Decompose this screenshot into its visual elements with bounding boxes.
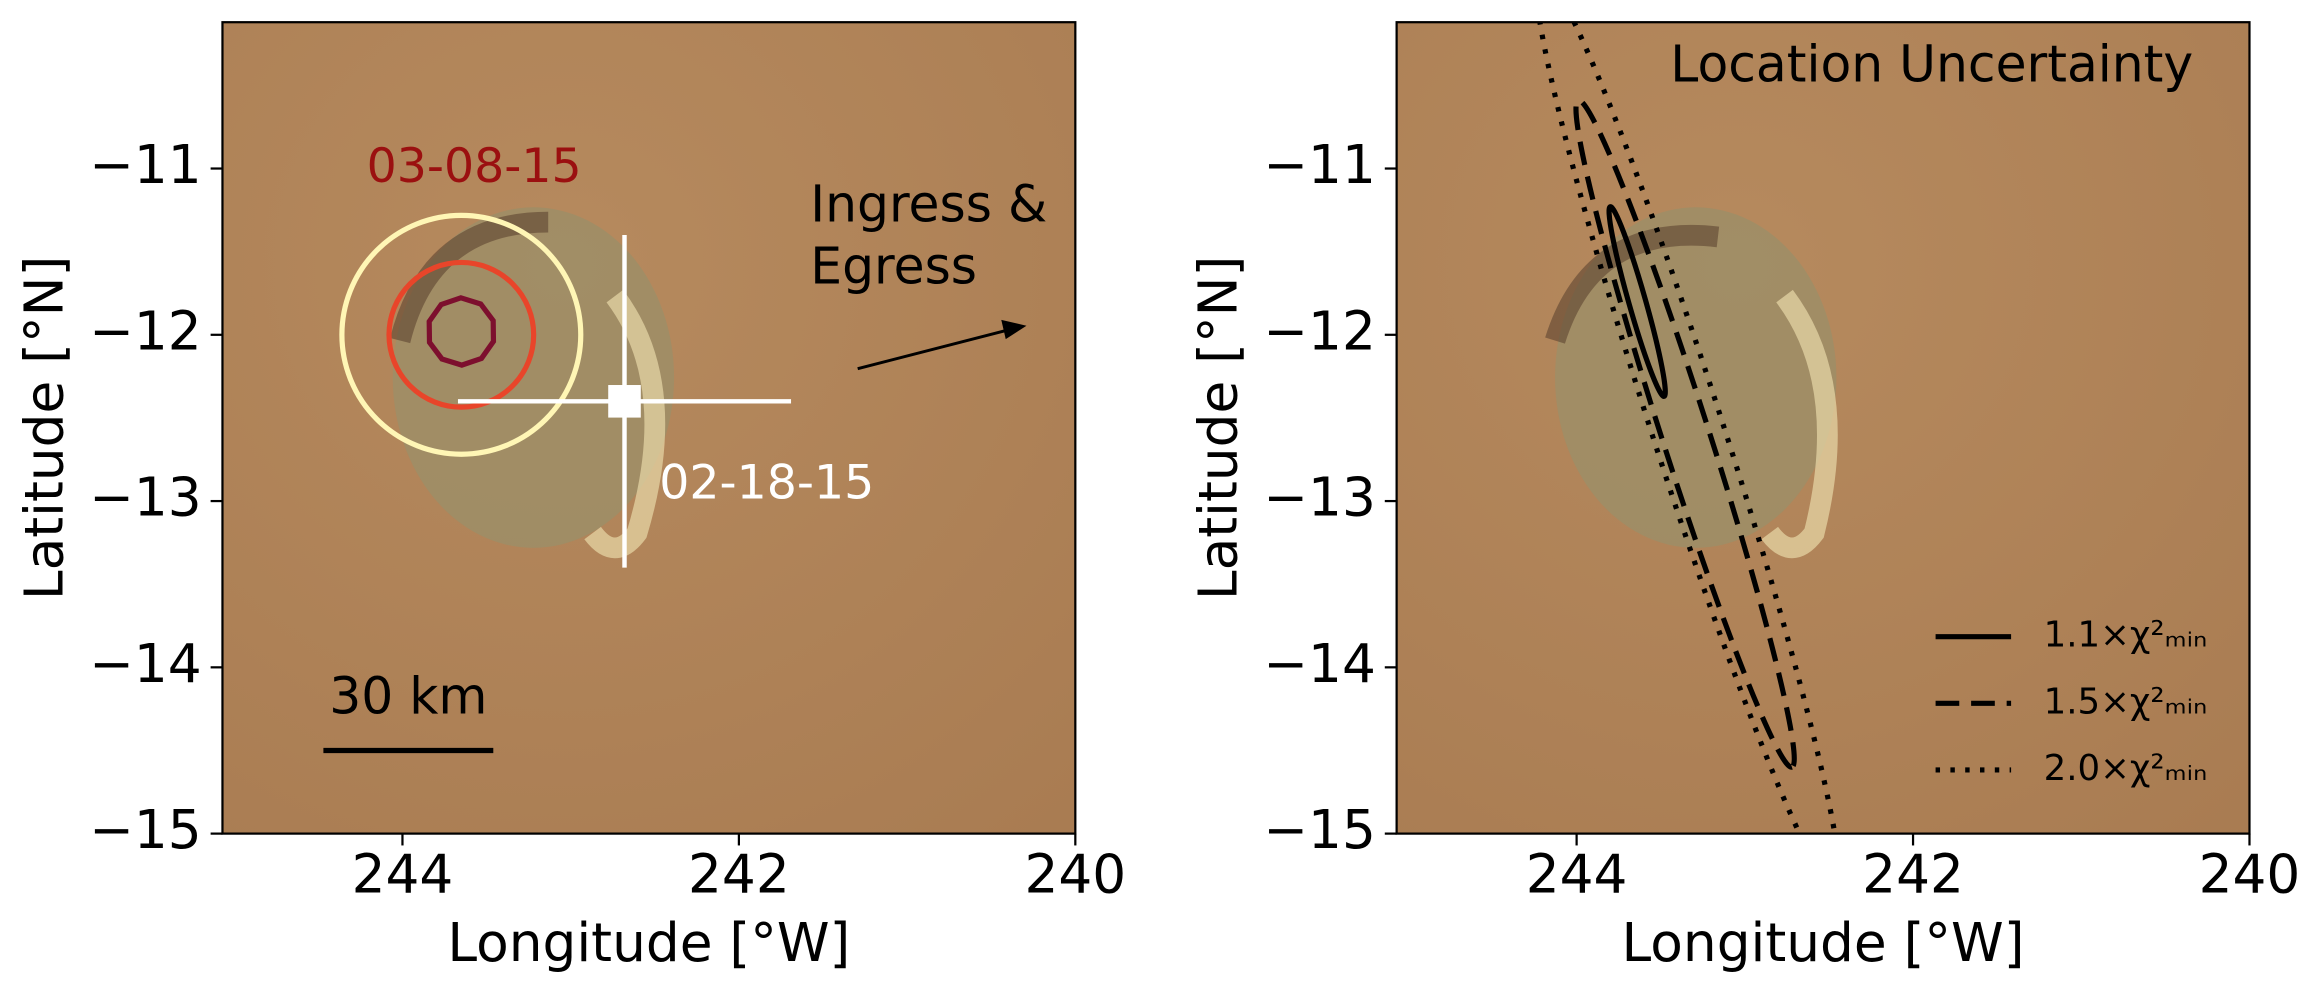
y-axis-label: Latitude [°N] <box>1188 256 1250 600</box>
point-label: 02-18-15 <box>659 456 874 511</box>
annotation-line: Ingress & <box>810 174 1047 233</box>
axes-frame <box>1395 21 2251 835</box>
scale-label: 30 km <box>329 667 487 726</box>
x-tick-label: 244 <box>352 844 454 906</box>
chart-title: Location Uncertainty <box>1670 35 2193 94</box>
legend-label: 1.1×χ²ₘᵢₙ <box>2044 615 2208 656</box>
y-tick-label: −15 <box>1263 799 1375 861</box>
x-tick-label: 244 <box>1526 844 1628 906</box>
y-tick-label: −13 <box>1263 467 1375 529</box>
y-tick-label: −14 <box>89 633 201 695</box>
contour-label: 03-08-15 <box>367 139 582 194</box>
y-tick-label: −12 <box>89 300 201 362</box>
y-tick-label: −11 <box>89 134 201 196</box>
y-tick-label: −12 <box>1263 300 1375 362</box>
background-image <box>222 22 1076 834</box>
contour <box>426 295 497 368</box>
legend-label: 1.5×χ²ₘᵢₙ <box>2044 681 2208 722</box>
legend-label: 2.0×χ²ₘᵢₙ <box>2044 748 2208 789</box>
x-tick-label: 242 <box>1862 844 1964 906</box>
y-tick-label: −15 <box>89 799 201 861</box>
y-axis-label: Latitude [°N] <box>13 256 75 600</box>
annotation: Ingress & Egress <box>810 174 1047 295</box>
annotation-line: Egress <box>810 236 977 295</box>
axes-frame <box>221 21 1077 835</box>
point <box>608 385 641 418</box>
x-axis-label: Longitude [°W] <box>1622 912 2025 974</box>
arrow <box>857 319 1027 371</box>
plot-area: 03-08-15 02-18-15 Ingress & Egress 30 km <box>323 139 1047 754</box>
y-tick-label: −14 <box>1263 633 1375 695</box>
uncertainty-contour <box>1573 97 1797 770</box>
uncertainty-contour <box>1606 204 1668 399</box>
x-tick-label: 242 <box>688 844 790 906</box>
contour <box>339 212 584 457</box>
y-tick-label: −13 <box>89 467 201 529</box>
x-tick-label: 240 <box>2199 844 2301 906</box>
x-axis-label: Longitude [°W] <box>447 912 850 974</box>
y-tick-label: −11 <box>1263 134 1375 196</box>
x-tick-label: 240 <box>1024 844 1126 906</box>
plot-area <box>1533 22 1843 834</box>
contour <box>386 259 537 410</box>
